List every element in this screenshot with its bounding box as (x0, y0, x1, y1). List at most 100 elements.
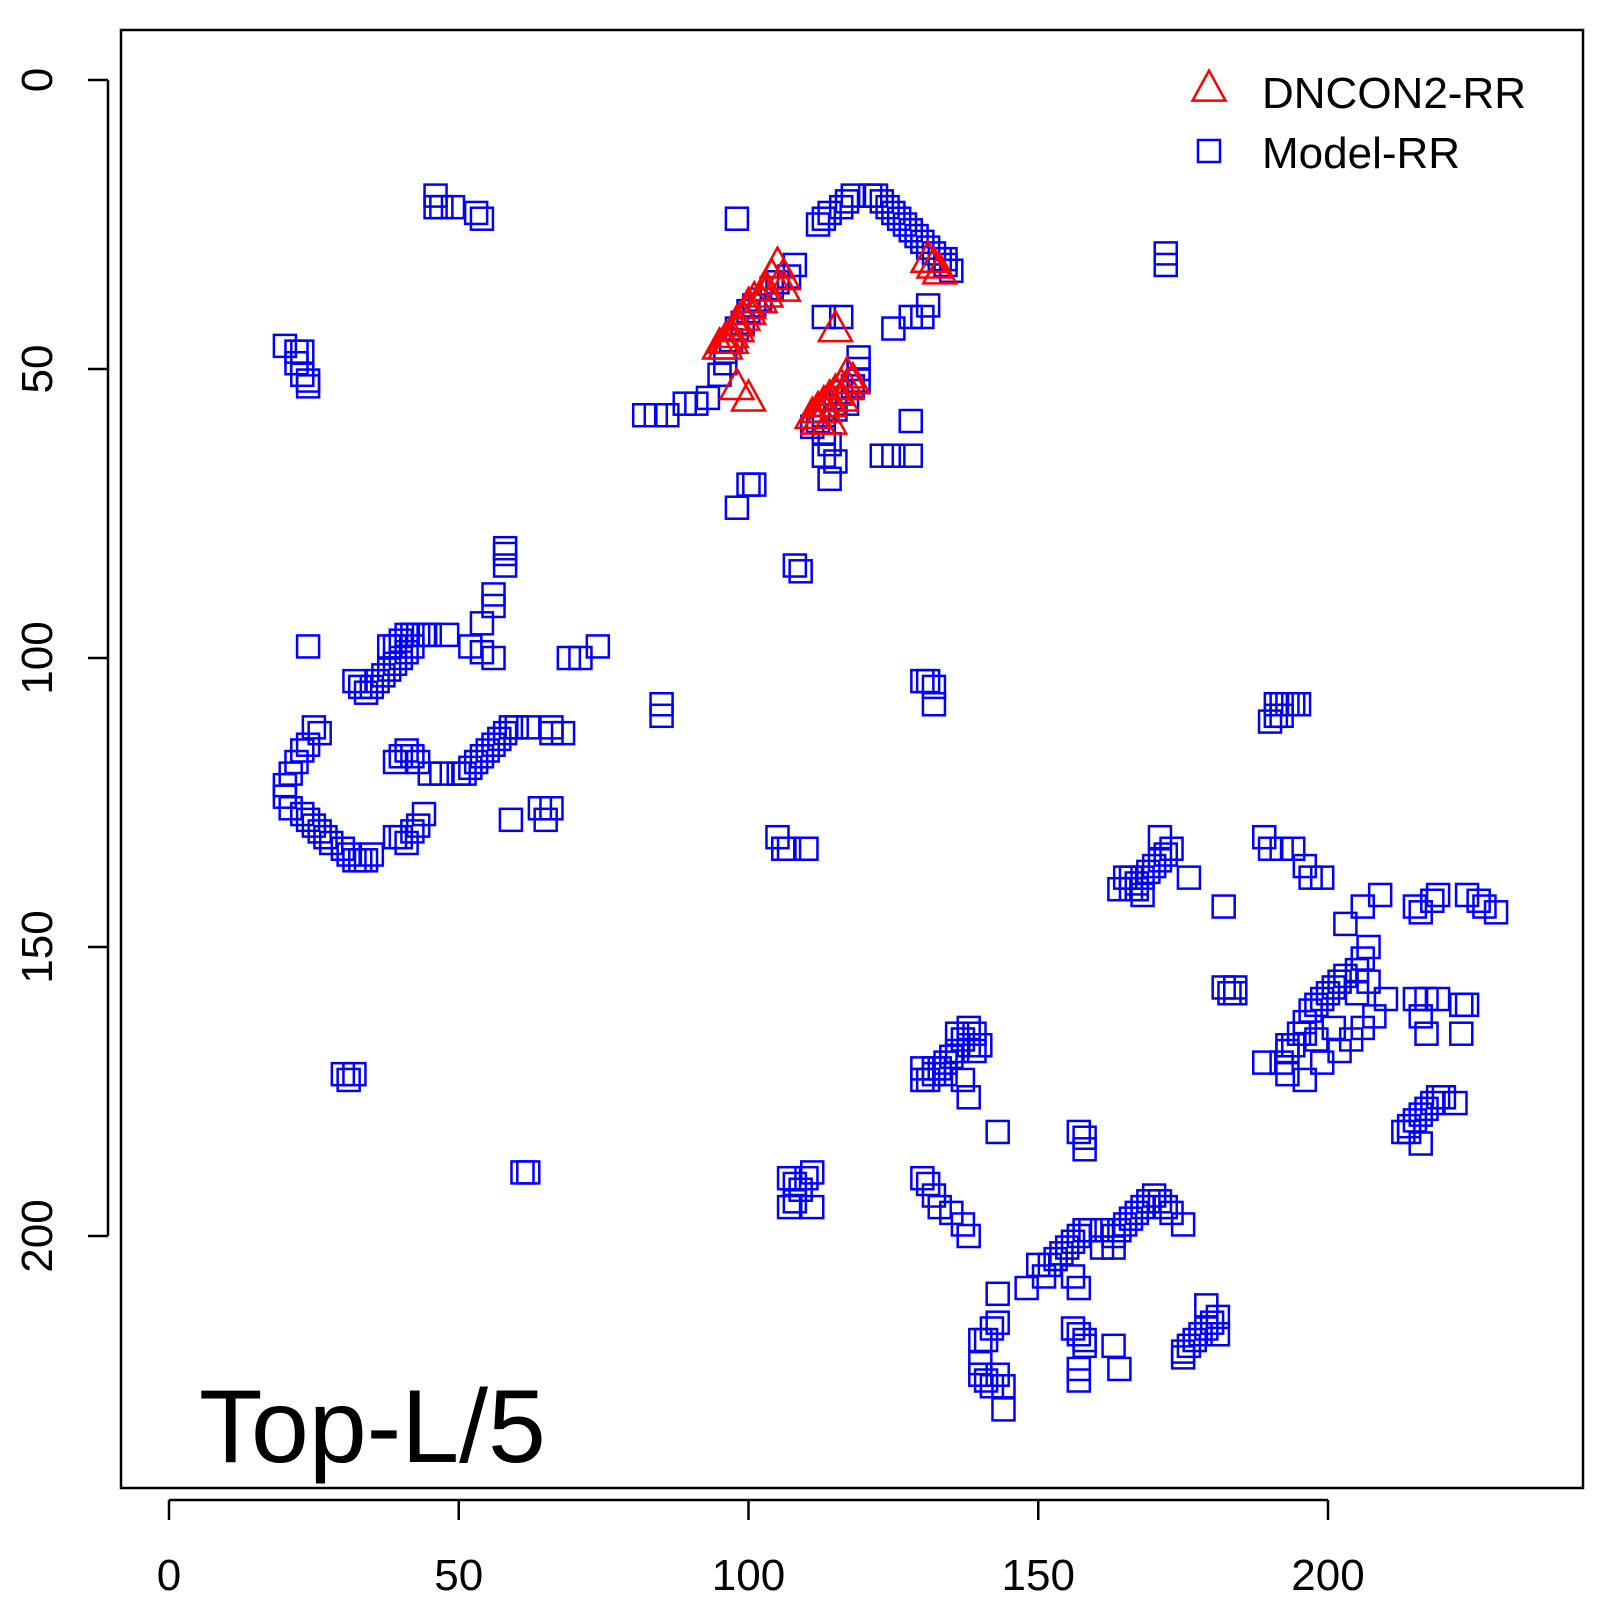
model-rr-point (881, 443, 906, 468)
model-rr-point (1483, 900, 1509, 925)
y-tick-label: 150 (13, 910, 62, 983)
model-rr-point (1333, 911, 1358, 937)
model-rr-point (510, 1160, 535, 1185)
dncon2-rr-point (793, 395, 831, 430)
model-rr-point (1396, 1119, 1422, 1145)
model-rr-point (295, 634, 321, 659)
x-tick-label: 200 (1291, 1551, 1364, 1600)
model-rr-point (799, 1160, 825, 1185)
model-rr-point (1153, 842, 1178, 867)
dncon2-rr-point (712, 320, 750, 354)
model-rr-point (481, 645, 506, 671)
model-rr-point (921, 674, 947, 700)
y-axis: 0 50 100 150 200 (13, 68, 110, 1273)
model-rr-point (898, 443, 924, 468)
model-rr-point (1292, 1067, 1318, 1093)
dncon2-rr-point (747, 273, 785, 308)
model-rr-point (985, 1281, 1010, 1307)
model-rr-point (950, 1067, 976, 1093)
model-rr-point (811, 304, 837, 330)
y-tick-label: 100 (13, 621, 62, 694)
dncon2-rr-point (729, 291, 768, 326)
legend: DNCON2-RR Model-RR (1190, 68, 1526, 178)
model-rr-point (1170, 1212, 1196, 1237)
x-axis: 0 50 100 150 200 (157, 1498, 1365, 1600)
model-rr-point (1275, 1033, 1300, 1058)
model-rr-point (1176, 865, 1202, 890)
model-rr-point (1350, 894, 1376, 919)
model-rr-point (782, 1189, 808, 1214)
x-tick-label: 100 (712, 1551, 785, 1600)
legend-label-dncon2: DNCON2-RR (1262, 69, 1526, 118)
model-rr-point (400, 744, 425, 769)
model-rr-point (585, 634, 611, 659)
model-rr-point (695, 385, 721, 411)
model-rr-point (550, 720, 576, 746)
model-rr-point (1269, 703, 1294, 729)
model-rr-point (1252, 1050, 1277, 1075)
model-rr-point (1205, 1322, 1231, 1347)
model-rr-point (1066, 1119, 1092, 1145)
model-rr-point (1130, 882, 1155, 908)
dncon2-rr-point (921, 250, 959, 285)
model-rr-point (799, 1194, 825, 1220)
model-rr-point (492, 553, 518, 578)
model-rr-point (1089, 1235, 1115, 1260)
model-rr-point (330, 1061, 356, 1087)
model-rr-point (1223, 980, 1248, 1006)
model-rr-point (1449, 992, 1474, 1018)
model-rr-point (359, 842, 385, 867)
model-rr-point (1443, 1090, 1468, 1116)
x-tick-label: 0 (157, 1551, 181, 1600)
model-rr-point (1454, 992, 1480, 1018)
dncon2-rr-point (816, 308, 855, 343)
model-rr-point (1373, 986, 1399, 1012)
model-rr-point (985, 1310, 1010, 1335)
dncon2-rr-point (729, 377, 768, 412)
model-rr-point (533, 807, 558, 833)
model-rr-point (1309, 865, 1335, 890)
dncon2-rr-point (811, 401, 849, 435)
plot-frame (119, 28, 1585, 1490)
x-tick-label: 150 (1002, 1551, 1075, 1600)
model-rr-point (817, 466, 842, 492)
model-rr-point (1449, 1021, 1474, 1046)
dncon2-rr-point (915, 244, 953, 279)
model-rr-point (463, 200, 489, 226)
model-rr-point (411, 801, 437, 827)
model-rr-point (1402, 894, 1428, 919)
model-rr-point (1101, 1333, 1126, 1359)
dncon2-rr-point (706, 325, 744, 360)
model-rr-point (295, 374, 321, 399)
model-rr-point (921, 691, 947, 717)
model-rr-point (1408, 900, 1433, 925)
model-rr-point (1217, 980, 1242, 1006)
model-rr-point (1066, 1275, 1092, 1301)
model-rr-point (956, 1085, 981, 1110)
model-rr-point (1026, 1252, 1051, 1278)
model-rr-point (1153, 1194, 1178, 1220)
model-rr-point (336, 1067, 361, 1093)
model-rr-point (1211, 894, 1236, 919)
model-rr-point (736, 472, 761, 497)
model-rr-point (469, 206, 495, 231)
model-rr-point (910, 1056, 935, 1081)
legend-marker-model (1196, 138, 1222, 164)
chart-marks (272, 183, 1509, 1422)
model-rr-point (423, 194, 448, 220)
model-rr-point (956, 1223, 981, 1249)
model-rr-point (991, 1397, 1016, 1422)
model-rr-point (828, 304, 854, 330)
model-rr-point (776, 836, 802, 861)
model-rr-point (342, 668, 367, 694)
model-rr-point (649, 703, 674, 729)
y-tick-label: 0 (13, 68, 62, 92)
model-rr-point (1066, 1368, 1092, 1393)
model-rr-point (782, 553, 808, 578)
model-rr-point (1344, 980, 1370, 1006)
top-l5-annotation: Top-L/5 (199, 1369, 546, 1485)
model-rr-point (498, 807, 524, 833)
model-rr-point (724, 206, 750, 231)
y-tick-label: 50 (13, 345, 62, 394)
